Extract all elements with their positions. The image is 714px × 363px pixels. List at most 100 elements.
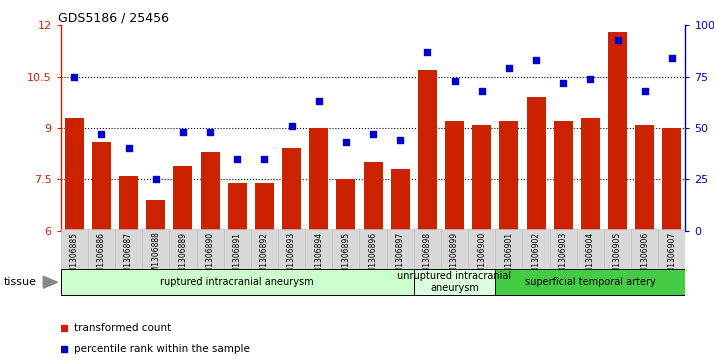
Bar xyxy=(550,229,577,270)
Point xyxy=(422,49,433,55)
Text: GSM1306890: GSM1306890 xyxy=(206,232,215,283)
Bar xyxy=(553,121,573,231)
Bar xyxy=(119,176,138,231)
Bar xyxy=(496,229,523,270)
Bar xyxy=(201,152,220,231)
Text: tissue: tissue xyxy=(4,277,36,287)
Bar xyxy=(88,229,115,270)
Bar xyxy=(658,229,685,270)
Point xyxy=(585,76,596,82)
Bar xyxy=(115,229,142,270)
Text: GSM1306885: GSM1306885 xyxy=(70,232,79,283)
Bar xyxy=(445,121,464,231)
Bar xyxy=(61,269,414,295)
Bar xyxy=(332,229,359,270)
Text: GDS5186 / 25456: GDS5186 / 25456 xyxy=(58,11,169,24)
Point xyxy=(558,80,569,86)
Point xyxy=(367,131,378,137)
Text: GSM1306904: GSM1306904 xyxy=(586,232,595,283)
Text: GSM1306900: GSM1306900 xyxy=(477,232,486,283)
Point xyxy=(286,123,297,129)
Point xyxy=(639,88,650,94)
Point xyxy=(177,129,188,135)
Bar xyxy=(142,229,169,270)
Point xyxy=(150,176,161,182)
Bar xyxy=(581,118,600,231)
Bar xyxy=(391,169,410,231)
Point xyxy=(449,78,461,84)
Text: superficial temporal artery: superficial temporal artery xyxy=(525,277,655,287)
Point xyxy=(476,88,488,94)
Point xyxy=(231,156,243,162)
Text: GSM1306896: GSM1306896 xyxy=(368,232,378,283)
Text: GSM1306902: GSM1306902 xyxy=(531,232,540,283)
Point xyxy=(612,37,623,43)
Text: GSM1306895: GSM1306895 xyxy=(341,232,351,283)
Bar xyxy=(414,229,441,270)
Point xyxy=(531,57,542,63)
Point xyxy=(204,129,216,135)
Point xyxy=(96,131,107,137)
Point xyxy=(313,98,324,104)
Text: GSM1306899: GSM1306899 xyxy=(450,232,459,283)
Bar xyxy=(499,121,518,231)
Text: unruptured intracranial
aneurysm: unruptured intracranial aneurysm xyxy=(398,271,512,293)
Bar xyxy=(635,125,654,231)
Bar xyxy=(146,200,165,231)
Text: GSM1306887: GSM1306887 xyxy=(124,232,133,283)
Text: GSM1306907: GSM1306907 xyxy=(668,232,676,283)
Bar xyxy=(468,229,496,270)
Text: GSM1306901: GSM1306901 xyxy=(504,232,513,283)
Bar xyxy=(414,269,496,295)
Point xyxy=(503,66,515,72)
Bar xyxy=(608,32,627,231)
Text: GSM1306905: GSM1306905 xyxy=(613,232,622,283)
Text: GSM1306892: GSM1306892 xyxy=(260,232,269,283)
Text: GSM1306888: GSM1306888 xyxy=(151,232,160,282)
Bar xyxy=(61,229,88,270)
Bar xyxy=(336,179,356,231)
Text: GSM1306894: GSM1306894 xyxy=(314,232,323,283)
Polygon shape xyxy=(44,276,57,288)
Bar xyxy=(65,118,84,231)
Bar xyxy=(169,229,196,270)
Bar xyxy=(174,166,193,231)
Bar xyxy=(441,229,468,270)
Bar xyxy=(472,125,491,231)
Bar xyxy=(418,70,437,231)
Bar xyxy=(309,128,328,231)
Bar xyxy=(359,229,387,270)
Text: transformed count: transformed count xyxy=(74,323,171,333)
Point xyxy=(258,156,270,162)
Bar xyxy=(363,162,383,231)
Text: GSM1306889: GSM1306889 xyxy=(178,232,187,283)
Bar xyxy=(251,229,278,270)
Bar xyxy=(255,183,274,231)
Bar xyxy=(196,229,223,270)
Bar xyxy=(278,229,305,270)
Point xyxy=(123,146,134,151)
Text: percentile rank within the sample: percentile rank within the sample xyxy=(74,344,249,354)
Text: GSM1306903: GSM1306903 xyxy=(559,232,568,283)
Bar xyxy=(228,183,247,231)
Text: GSM1306898: GSM1306898 xyxy=(423,232,432,283)
Text: GSM1306893: GSM1306893 xyxy=(287,232,296,283)
Text: GSM1306891: GSM1306891 xyxy=(233,232,242,283)
Bar xyxy=(496,269,685,295)
Bar xyxy=(523,229,550,270)
Bar xyxy=(223,229,251,270)
Point xyxy=(69,74,80,79)
Point xyxy=(395,137,406,143)
Text: ruptured intracranial aneurysm: ruptured intracranial aneurysm xyxy=(161,277,314,287)
Bar xyxy=(387,229,414,270)
Bar xyxy=(577,229,604,270)
Text: GSM1306886: GSM1306886 xyxy=(97,232,106,283)
Bar xyxy=(92,142,111,231)
Text: GSM1306897: GSM1306897 xyxy=(396,232,405,283)
Point xyxy=(666,55,678,61)
Text: GSM1306906: GSM1306906 xyxy=(640,232,649,283)
Bar xyxy=(526,97,545,231)
Bar xyxy=(305,229,332,270)
Bar xyxy=(663,128,681,231)
Bar xyxy=(631,229,658,270)
